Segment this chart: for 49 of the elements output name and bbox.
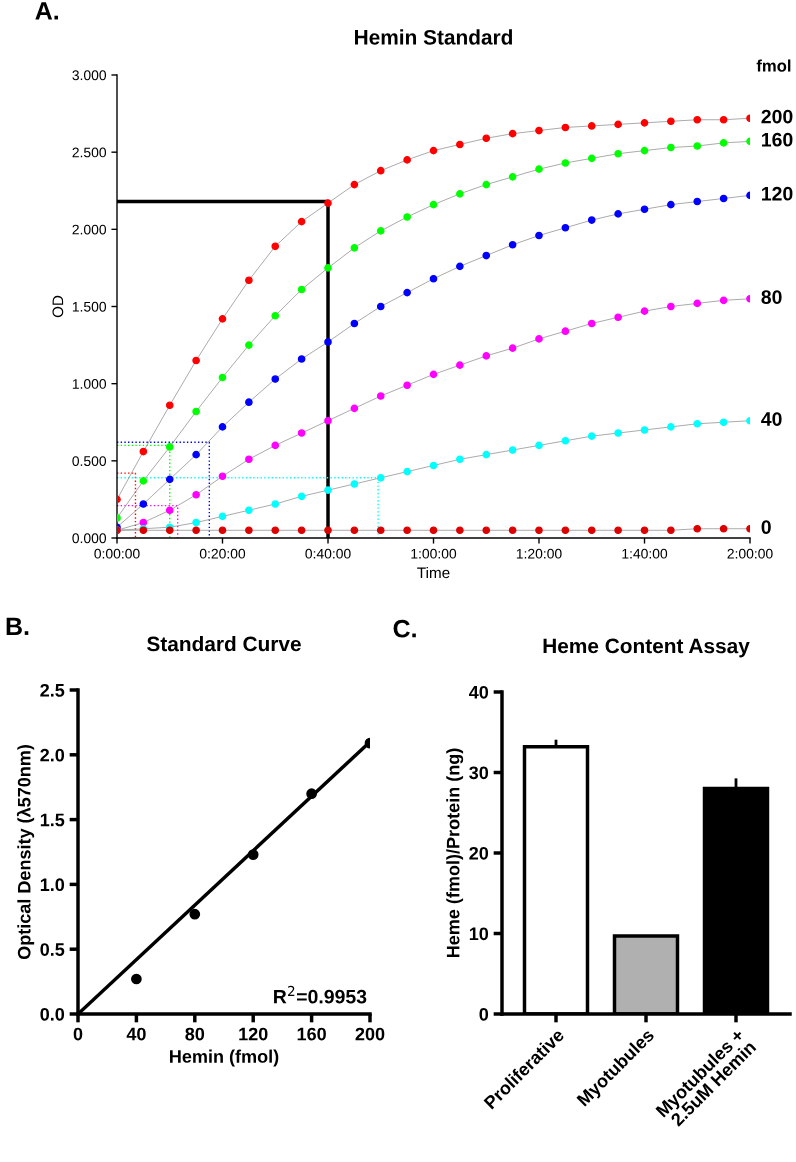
y-tick-label: 0.500 bbox=[72, 456, 107, 466]
y-tick-label: 0 bbox=[479, 1007, 489, 1021]
series-label: 200 bbox=[761, 109, 793, 124]
series-label: 40 bbox=[761, 412, 782, 426]
y-tick-label: 10 bbox=[469, 927, 489, 941]
x-tick-label: 0:40:00 bbox=[305, 548, 351, 559]
series-label: 0 bbox=[761, 520, 771, 534]
y-tick-label: 1.5 bbox=[40, 813, 65, 827]
x-axis-title: Time bbox=[417, 566, 450, 579]
y-axis-title: Heme (fmol)/Protein (ng) bbox=[446, 748, 464, 958]
y-tick-label: 1.0 bbox=[40, 878, 65, 892]
text: B. bbox=[6, 617, 29, 635]
y-tick-label: 20 bbox=[469, 846, 489, 860]
x-axis-title: Hemin (fmol) bbox=[170, 1049, 279, 1067]
y-tick-label: 2.5 bbox=[40, 683, 65, 697]
y-axis-title: Optical Density (λ570nm) bbox=[16, 745, 35, 960]
y-tick-label: 2.000 bbox=[72, 224, 107, 235]
y-tick-label: 2.500 bbox=[72, 147, 107, 158]
y-tick-label: 0.0 bbox=[40, 1007, 65, 1021]
series-label: 80 bbox=[761, 290, 782, 304]
series-label: 120 bbox=[762, 186, 793, 201]
y-tick-label: 2.0 bbox=[40, 748, 65, 762]
x-tick-label: 160 bbox=[297, 1027, 326, 1041]
chart-title: Hemin Standard bbox=[355, 29, 513, 45]
x-tick-label: 1:00:00 bbox=[411, 548, 457, 559]
y-tick-label: 1.500 bbox=[72, 301, 107, 312]
x-tick-label: 0:00:00 bbox=[94, 548, 140, 559]
y-tick-label: 0.000 bbox=[72, 533, 107, 544]
chart-title: Standard Curve bbox=[147, 636, 301, 652]
y-tick-label: 40 bbox=[469, 685, 489, 699]
x-tick-label: 1:20:00 bbox=[516, 548, 562, 559]
legend-title: fmol bbox=[756, 59, 791, 72]
x-tick-label: 120 bbox=[239, 1027, 268, 1041]
y-tick-label: 0.5 bbox=[40, 943, 65, 956]
x-tick-label: 80 bbox=[185, 1027, 205, 1041]
x-tick-label: 2:00:00 bbox=[727, 548, 773, 559]
y-tick-label: 30 bbox=[469, 766, 489, 780]
x-tick-label: 200 bbox=[355, 1027, 385, 1041]
y-tick-label: 1.000 bbox=[72, 379, 107, 389]
x-tick-label: 1:40:00 bbox=[622, 548, 668, 559]
annotation: R$^{2}$=0.9953 bbox=[274, 985, 367, 1004]
y-tick-label: 3.000 bbox=[72, 70, 107, 81]
x-tick-label: 0:20:00 bbox=[199, 548, 246, 559]
text: C. bbox=[393, 619, 416, 638]
chart-title: Heme Content Assay bbox=[543, 638, 750, 658]
text: A. bbox=[35, 2, 58, 20]
series-label: 160 bbox=[762, 132, 793, 147]
y-axis-title: OD bbox=[52, 295, 64, 318]
x-tick-label: 40 bbox=[126, 1027, 146, 1041]
